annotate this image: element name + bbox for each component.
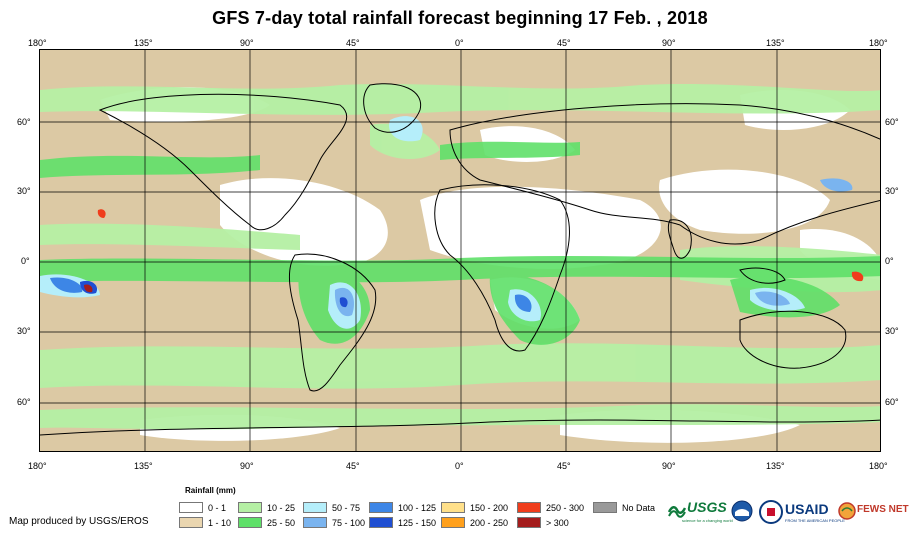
legend-item: 75 - 100 (303, 516, 365, 529)
noaa-logo (731, 500, 753, 522)
bottom-lon-label: 135° (766, 461, 785, 471)
rainfall-map-graphic (40, 50, 880, 451)
legend-item: 25 - 50 (238, 516, 295, 529)
right-lat-label: 30° (885, 326, 899, 336)
legend-item: 250 - 300 (517, 501, 584, 514)
usgs-logo: USGS science for a changing world (668, 496, 733, 526)
legend-swatch (238, 502, 262, 513)
top-lon-label: 180° (28, 38, 47, 48)
legend-item: 0 - 1 (179, 501, 226, 514)
right-lat-label: 0° (885, 256, 894, 266)
legend-swatch (441, 517, 465, 528)
left-lat-label: 0° (21, 256, 30, 266)
bottom-lon-label: 45° (557, 461, 571, 471)
top-lon-label: 45° (346, 38, 360, 48)
legend-item: 1 - 10 (179, 516, 231, 529)
legend-swatch (179, 517, 203, 528)
top-lon-label: 135° (766, 38, 785, 48)
left-lat-label: 30° (17, 186, 31, 196)
continent-outlines (40, 83, 880, 436)
top-lon-label: 90° (240, 38, 254, 48)
legend-swatch (369, 502, 393, 513)
legend-item: 200 - 250 (441, 516, 508, 529)
bottom-lon-label: 180° (869, 461, 888, 471)
usaid-logo: USAID FROM THE AMERICAN PEOPLE (785, 501, 845, 523)
legend-item: 125 - 150 (369, 516, 436, 529)
right-lat-label: 30° (885, 186, 899, 196)
right-lat-label: 60° (885, 397, 899, 407)
bottom-lon-label: 45° (346, 461, 360, 471)
legend-swatch (303, 517, 327, 528)
bottom-lon-label: 90° (662, 461, 676, 471)
usaid-seal (759, 500, 783, 524)
legend-swatch (517, 502, 541, 513)
legend-item: 50 - 75 (303, 501, 360, 514)
legend-swatch (441, 502, 465, 513)
legend-swatch (303, 502, 327, 513)
top-lon-label: 0° (455, 38, 464, 48)
legend-item: No Data (593, 501, 655, 514)
left-lat-label: 30° (17, 326, 31, 336)
bottom-lon-label: 0° (455, 461, 464, 471)
bottom-lon-label: 90° (240, 461, 254, 471)
legend-swatch (369, 517, 393, 528)
top-lon-label: 180° (869, 38, 888, 48)
legend-swatch (593, 502, 617, 513)
legend-swatch (238, 517, 262, 528)
bottom-lon-label: 135° (134, 461, 153, 471)
rainfall-map (39, 49, 881, 452)
left-lat-label: 60° (17, 117, 31, 127)
legend-swatch (517, 517, 541, 528)
bottom-lon-label: 180° (28, 461, 47, 471)
legend-swatch (179, 502, 203, 513)
credit-text: Map produced by USGS/EROS (9, 516, 149, 527)
legend-item: > 300 (517, 516, 569, 529)
legend-item: 10 - 25 (238, 501, 295, 514)
left-lat-label: 60° (17, 397, 31, 407)
fews-net-logo: FEWS NET (838, 500, 914, 524)
right-lat-label: 60° (885, 117, 899, 127)
legend-item: 100 - 125 (369, 501, 436, 514)
top-lon-label: 135° (134, 38, 153, 48)
legend-title: Rainfall (mm) (185, 486, 236, 495)
map-title: GFS 7-day total rainfall forecast beginn… (212, 8, 708, 28)
graticule (40, 50, 880, 451)
top-lon-label: 45° (557, 38, 571, 48)
top-lon-label: 90° (662, 38, 676, 48)
legend-item: 150 - 200 (441, 501, 508, 514)
rain-heavy (80, 209, 864, 308)
